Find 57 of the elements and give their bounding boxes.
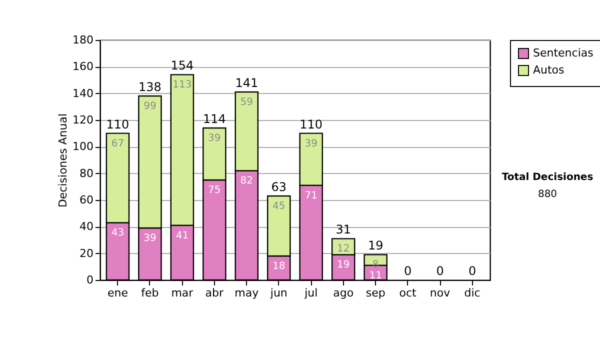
y-tick-label: 140 <box>72 86 94 100</box>
y-axis-title: Decisiones Anual <box>56 113 70 208</box>
y-tick-label: 40 <box>80 220 94 234</box>
data-label: 43 <box>111 228 124 239</box>
data-label: 12 <box>336 244 350 255</box>
x-tick-label: mar <box>171 286 194 300</box>
total-label: 110 <box>106 117 130 132</box>
total-label: 0 <box>468 264 476 278</box>
total-label: 114 <box>202 112 226 126</box>
text: Total Decisiones <box>500 172 594 183</box>
data-label: 18 <box>272 261 286 272</box>
x-tick-label: sep <box>366 286 386 300</box>
total-label: 0 <box>404 264 412 278</box>
data-label: 39 <box>208 133 221 144</box>
total-label: 141 <box>235 76 258 90</box>
data-label: 67 <box>111 138 124 150</box>
y-tick-label: 120 <box>72 114 94 126</box>
total-label: 63 <box>271 180 287 194</box>
legend-label: Sentencias <box>533 46 594 60</box>
x-tick-label: jun <box>269 286 288 300</box>
x-tick-label: feb <box>141 286 159 300</box>
x-tick-label: abr <box>205 286 224 300</box>
y-tick-label: 0 <box>86 274 94 286</box>
y-tick-label: 60 <box>80 194 94 206</box>
y-tick-label: 160 <box>72 60 94 74</box>
data-label: 113 <box>172 80 192 91</box>
data-label: 82 <box>240 176 254 187</box>
data-label: 39 <box>144 233 156 244</box>
data-label: 75 <box>208 185 221 196</box>
data-label: 19 <box>336 260 350 271</box>
total-label: 110 <box>300 117 323 132</box>
total-label: 0 <box>436 264 444 278</box>
x-tick-label: jul <box>304 286 318 300</box>
x-tick-label: dic <box>464 286 480 300</box>
y-tick-label: 180 <box>72 34 94 46</box>
data-label: 8 <box>372 260 379 271</box>
x-tick-label: oct <box>399 286 418 300</box>
x-tick-label: ene <box>107 286 128 300</box>
text: 880 <box>536 189 558 200</box>
total-label: 19 <box>368 238 384 253</box>
data-label: 41 <box>176 230 189 242</box>
x-tick-label: nov <box>430 286 451 300</box>
x-tick-label: ago <box>333 286 354 300</box>
data-label: 11 <box>369 270 382 282</box>
y-tick-label: 80 <box>80 166 94 180</box>
data-label: 59 <box>240 97 254 108</box>
y-tick-label: 20 <box>80 246 94 260</box>
total-label: 154 <box>170 58 194 73</box>
y-tick-label: 100 <box>72 140 94 154</box>
x-tick-label: may <box>234 286 260 300</box>
data-label: 71 <box>304 190 318 202</box>
total-label: 31 <box>336 222 351 237</box>
data-label: 39 <box>304 138 318 150</box>
total-label: 138 <box>138 80 162 94</box>
data-label: 99 <box>144 101 156 112</box>
legend-label: Autos <box>533 64 565 76</box>
data-label: 45 <box>272 201 286 212</box>
